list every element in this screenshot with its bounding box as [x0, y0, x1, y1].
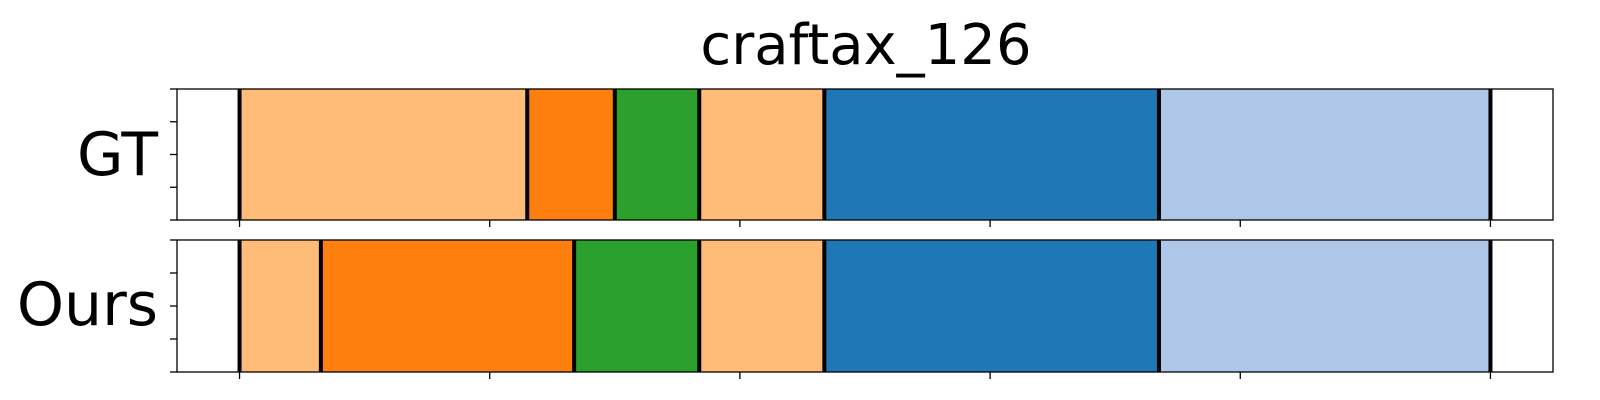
segment-gt-2 [614, 89, 700, 220]
segment-gt-0 [239, 89, 528, 220]
segment-ours-4 [824, 240, 1159, 372]
segment-gt-5 [1158, 89, 1491, 220]
segment-gt-3 [699, 89, 825, 220]
segment-ours-3 [699, 240, 825, 372]
row-label-gt: GT [77, 120, 158, 190]
chart-title: craftax_126 [700, 13, 1031, 78]
segment-ours-0 [239, 240, 321, 372]
segment-gt-4 [824, 89, 1159, 220]
segment-ours-5 [1158, 240, 1491, 372]
segment-gt-1 [527, 89, 615, 220]
chart-marks [170, 88, 1554, 379]
segment-ours-1 [320, 240, 575, 372]
row-label-ours: Ours [17, 270, 158, 340]
segment-ours-2 [574, 240, 700, 372]
